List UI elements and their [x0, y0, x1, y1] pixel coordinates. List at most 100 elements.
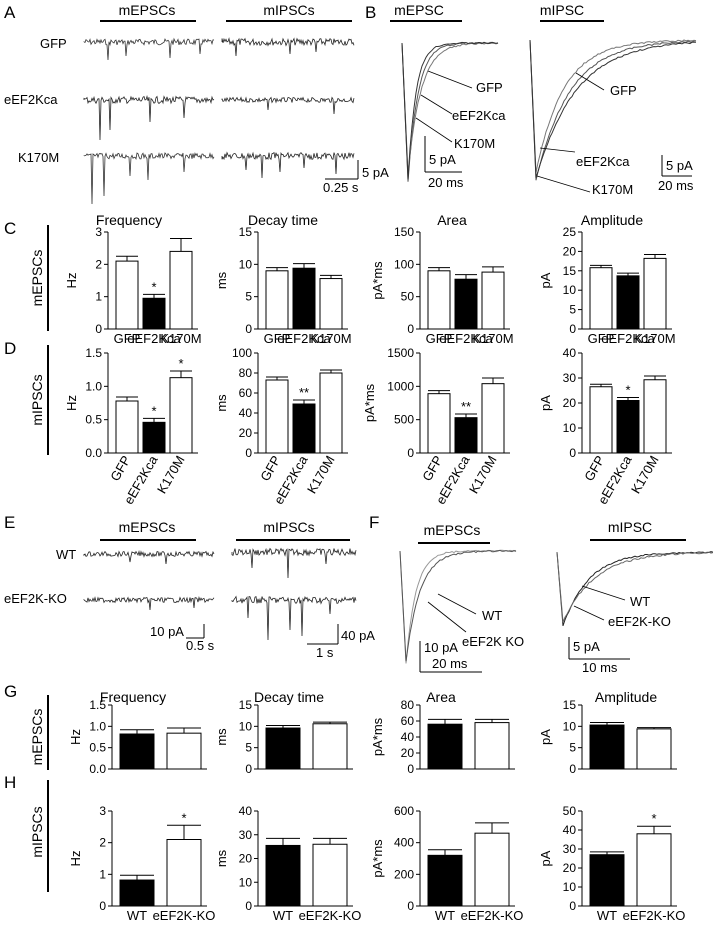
y-tick-label: 0.5 [89, 741, 106, 755]
y-axis-label: pA [538, 395, 553, 411]
y-tick-label: 0 [245, 899, 252, 913]
trace-eef2kca-mipsc [221, 96, 355, 115]
bar [454, 417, 478, 454]
y-tick-label: 0 [99, 899, 106, 913]
bar [265, 727, 301, 770]
y-tick-label: 40 [401, 730, 415, 744]
bar [636, 833, 672, 907]
b-right-pointer-3 [536, 175, 591, 193]
x-tick-label: GFP [426, 331, 453, 346]
gh-title-amplitude: Amplitude [595, 689, 657, 705]
b-left-pointer-1 [427, 70, 473, 89]
x-tick-label: GFP [581, 453, 607, 484]
y-tick-label: 2 [99, 836, 106, 850]
y-axis-label: Hz [64, 273, 79, 289]
x-tick-label: eEF2K-KO [299, 908, 362, 923]
b-right-scale-x: 20 ms [658, 178, 694, 193]
e-scale2-y: 40 pA [341, 628, 375, 643]
y-tick-label: 50 [401, 290, 415, 304]
a-row-gfp: GFP [40, 36, 67, 51]
f-right-trace-ko [556, 551, 713, 623]
x-tick-label: eEF2Kca [601, 331, 655, 346]
b-right-label-eef2kca: eEF2Kca [576, 154, 630, 169]
y-tick-label: 25 [563, 225, 577, 239]
bar [166, 839, 202, 907]
b-right-trace-gfp [529, 39, 697, 181]
x-tick-label: GFP [264, 331, 291, 346]
gh-title-decay: Decay time [254, 689, 324, 705]
y-tick-label: 40 [239, 804, 253, 818]
y-tick-label: 0 [407, 322, 414, 336]
y-axis-label: ms [214, 394, 229, 412]
y-tick-label: 0.5 [85, 413, 102, 427]
y-tick-label: 10 [563, 880, 577, 894]
y-tick-label: 0.0 [89, 762, 106, 776]
y-tick-label: 80 [239, 366, 253, 380]
y-tick-label: 0 [569, 762, 576, 776]
significance-marker: * [625, 383, 630, 398]
y-tick-label: 100 [232, 346, 252, 360]
f-left-trace-wt [399, 549, 517, 664]
y-tick-label: 50 [563, 804, 577, 818]
panel-label-f: F [369, 513, 379, 532]
chart-h-1: 0 10 20 30 40 ms WT eEF2K-KO [214, 804, 361, 923]
b-right-trace-k170m [529, 39, 696, 179]
y-axis-label: pA [538, 272, 553, 288]
b-left-title: mEPSC [394, 2, 444, 18]
b-right-scale-y: 5 pA [666, 158, 693, 173]
trace-gfp-mepsc [83, 37, 215, 61]
h-row-label: mIPSCs [29, 806, 45, 857]
bar [292, 403, 316, 454]
y-tick-label: 0.0 [85, 446, 102, 460]
y-tick-label: 15 [239, 698, 253, 712]
cd-title-amplitude: Amplitude [581, 212, 643, 228]
x-tick-label: WT [127, 908, 147, 923]
bar [119, 733, 155, 770]
b-left-scale-y: 5 pA [429, 152, 456, 167]
y-axis-label: Hz [68, 851, 83, 867]
bar [474, 832, 510, 907]
y-tick-label: 40 [563, 346, 577, 360]
bar [454, 278, 478, 330]
x-tick-label: eEF2K-KO [153, 908, 216, 923]
bar-charts: 0123HzGFP*eEF2KcaK170M051015msGFPeEF2Kca… [64, 225, 685, 923]
trace-k170m-mipsc [221, 151, 355, 179]
chart-h-0: 0 1 2 3 Hz WT * eEF2K-KO [68, 804, 215, 923]
y-tick-label: 0 [407, 899, 414, 913]
b-left-pointer-2 [420, 94, 453, 115]
y-tick-label: 10 [563, 283, 577, 297]
chart-h-3: 0 10 20 30 40 50 pA WT * eEF2K-KO [538, 804, 685, 923]
bar [589, 724, 625, 770]
y-tick-label: 15 [239, 225, 253, 239]
y-tick-label: 1 [99, 867, 106, 881]
bar [142, 421, 166, 454]
e-row-ko: eEF2K-KO [4, 591, 67, 606]
e-col2-title: mIPSCs [263, 519, 314, 535]
b-left-scale-x: 20 ms [428, 175, 464, 190]
y-tick-label: 1.5 [89, 698, 106, 712]
y-tick-label: 150 [394, 225, 414, 239]
y-axis-label: Hz [68, 729, 83, 745]
f-left-label-ko: eEF2K KO [462, 634, 524, 649]
bar [589, 267, 613, 330]
bar [169, 377, 193, 454]
x-tick-label: K170M [160, 331, 201, 346]
y-tick-label: 40 [239, 406, 253, 420]
y-axis-label: ms [214, 849, 229, 867]
y-tick-label: 30 [563, 842, 577, 856]
a-scale-y: 5 pA [362, 165, 389, 180]
x-tick-label: WT [273, 908, 293, 923]
y-tick-label: 2 [95, 257, 102, 271]
x-tick-label: K170M [634, 331, 675, 346]
x-tick-label: WT [435, 908, 455, 923]
y-axis-label: pA*ms [370, 717, 385, 756]
y-axis-label: ms [214, 271, 229, 289]
y-tick-label: 5 [569, 303, 576, 317]
chart-h-2: 0 200 400 600 pA*ms WT eEF2K-KO [370, 804, 523, 923]
y-tick-label: 400 [394, 836, 414, 850]
cd-title-frequency: Frequency [96, 212, 162, 228]
x-tick-label: eEF2Kca [127, 331, 181, 346]
trace-eef2kca-mepsc [83, 94, 215, 141]
y-tick-label: 10 [563, 719, 577, 733]
